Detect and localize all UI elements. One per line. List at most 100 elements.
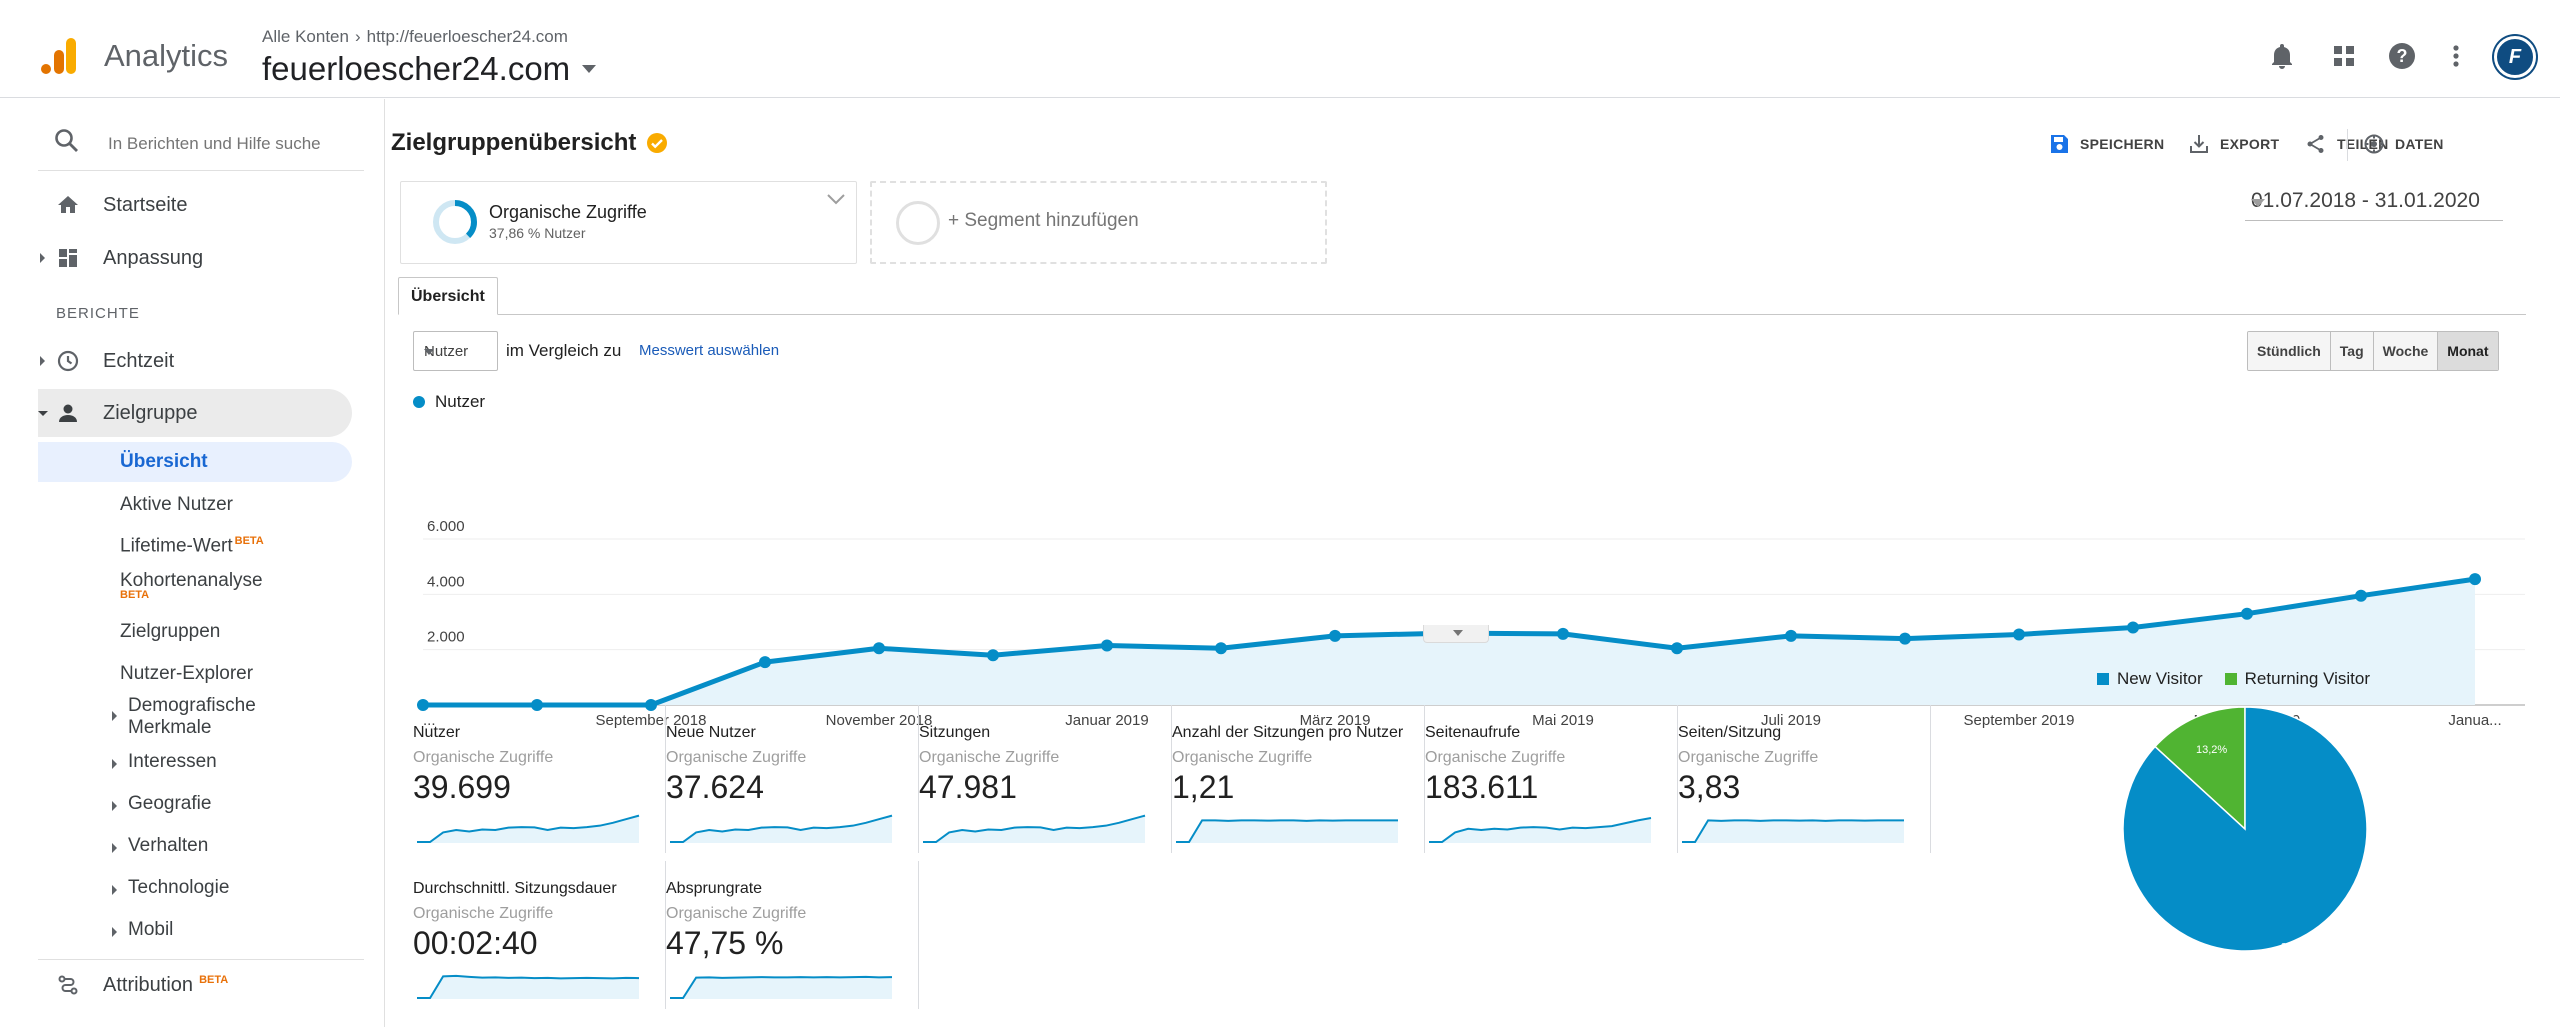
granularity-week-button[interactable]: Woche: [2373, 332, 2439, 370]
chart-legend[interactable]: Nutzer: [413, 392, 485, 412]
data-point[interactable]: [531, 699, 543, 711]
granularity-month-button[interactable]: Monat: [2438, 332, 2498, 370]
data-point[interactable]: [2127, 621, 2139, 634]
breadcrumb[interactable]: Alle Konten › http://feuerloescher24.com: [262, 27, 568, 47]
sidebar-subitem-geo[interactable]: Geografie: [38, 793, 352, 815]
select-metric-link[interactable]: Messwert auswählen: [639, 342, 780, 359]
tab-overview[interactable]: Übersicht: [398, 277, 498, 315]
data-point[interactable]: [1671, 642, 1683, 655]
app-name: Analytics: [104, 38, 229, 73]
sparkline-area: [1176, 820, 1398, 843]
segment-name: Organische Zugriffe: [489, 202, 647, 222]
dashboard-icon: [59, 249, 77, 267]
export-button[interactable]: EXPORT: [2188, 133, 2279, 155]
data-point[interactable]: [2469, 573, 2481, 586]
scorecard[interactable]: Seiten/Sitzung Organische Zugriffe 3,83: [1678, 705, 1931, 853]
granularity-hourly-button[interactable]: Stündlich: [2248, 332, 2331, 370]
insights-button[interactable]: DATEN: [2363, 133, 2444, 155]
scorecard[interactable]: Absprungrate Organische Zugriffe 47,75 %: [666, 861, 919, 1009]
visitor-type-pie-chart[interactable]: 13,2% 86,8%: [2115, 699, 2375, 959]
scorecard-segment: Organische Zugriffe: [1172, 749, 1313, 766]
beta-badge: BETA: [234, 535, 264, 547]
compare-label: im Vergleich zu: [506, 341, 622, 360]
sidebar-subitem-lifetime-value[interactable]: Lifetime-Wert BETA: [38, 535, 352, 557]
scorecard-sparkline: [923, 814, 1146, 843]
sidebar-item-attribution[interactable]: Attribution BETA: [38, 961, 384, 1009]
scorecard-sparkline: [670, 975, 893, 999]
scorecard[interactable]: Nutzer Organische Zugriffe 39.699: [413, 705, 666, 853]
granularity-day-button[interactable]: Tag: [2330, 332, 2374, 370]
scorecard-sparkline: [1682, 819, 1904, 843]
data-point[interactable]: [1899, 632, 1911, 645]
sidebar-subitem-overview[interactable]: Übersicht: [38, 442, 352, 482]
sidebar-subitem-behavior[interactable]: Verhalten: [38, 835, 352, 857]
expand-arrow-icon: [40, 356, 45, 366]
legend-swatch: [413, 396, 425, 408]
sidebar-item-customization[interactable]: Anpassung: [38, 234, 384, 282]
sidebar-item-realtime[interactable]: Echtzeit: [38, 337, 384, 385]
apps-grid-icon[interactable]: [2328, 40, 2360, 72]
sidebar-subitem-interests[interactable]: Interessen: [38, 751, 352, 773]
scorecard[interactable]: Durchschnittl. Sitzungsdauer Organische Z…: [413, 861, 666, 1009]
data-point[interactable]: [1101, 639, 1113, 652]
add-segment-button[interactable]: + Segment hinzufügen: [870, 181, 1327, 264]
breadcrumb-account[interactable]: Alle Konten: [262, 27, 349, 46]
date-range-picker[interactable]: 01.07.2018 - 31.01.2020: [2245, 187, 2503, 221]
sidebar-subitem-active-users[interactable]: Aktive Nutzer: [38, 494, 352, 516]
sidebar-subitem-technology[interactable]: Technologie: [38, 877, 352, 899]
metric-select[interactable]: Nutzer: [413, 331, 498, 371]
data-point[interactable]: [987, 649, 999, 662]
data-point[interactable]: [1785, 629, 1797, 642]
breadcrumb-url[interactable]: http://feuerloescher24.com: [366, 27, 568, 46]
save-button[interactable]: SPEICHERN: [2048, 133, 2164, 155]
scorecard[interactable]: Anzahl der Sitzungen pro Nutzer Organisch…: [1172, 705, 1425, 853]
page-title-text: Zielgruppenübersicht: [391, 129, 637, 156]
scorecard-title: Absprungrate: [666, 880, 763, 897]
sidebar-subitem-cohort-analysis[interactable]: Kohortenanalyse BETA: [38, 570, 352, 608]
property-selector[interactable]: feuerloescher24.com: [262, 50, 597, 88]
scorecard-value: 183.611: [1425, 769, 1539, 805]
sidebar-subitem-label: Kohortenanalyse: [120, 570, 263, 591]
chart-collapse-handle[interactable]: [1423, 625, 1489, 643]
segment-card[interactable]: Organische Zugriffe 37,86 % Nutzer: [400, 181, 857, 264]
chevron-down-icon[interactable]: [826, 192, 846, 206]
pie-legend-item[interactable]: Returning Visitor: [2224, 669, 2370, 689]
data-point[interactable]: [645, 699, 657, 711]
sidebar-item-home[interactable]: Startseite: [38, 181, 384, 229]
pie-slice[interactable]: [2122, 706, 2368, 952]
insights-label: DATEN: [2395, 136, 2444, 152]
sidebar-subitem-user-explorer[interactable]: Nutzer-Explorer: [38, 663, 352, 685]
scorecard[interactable]: Neue Nutzer Organische Zugriffe 37.624: [666, 705, 919, 853]
data-point[interactable]: [2241, 607, 2253, 620]
data-point[interactable]: [2013, 628, 2025, 641]
data-point[interactable]: [1557, 627, 1569, 640]
data-point[interactable]: [1329, 629, 1341, 642]
sidebar-subitem-mobile[interactable]: Mobil: [38, 919, 352, 941]
sidebar-subitem-label: Lifetime-Wert: [120, 535, 233, 557]
data-point[interactable]: [417, 699, 429, 711]
users-line-chart[interactable]: 2.000 4.000 6.000... September 2018 November…: [385, 419, 2541, 739]
data-point[interactable]: [1215, 642, 1227, 655]
sidebar-subitem-label: Übersicht: [120, 451, 208, 472]
help-icon[interactable]: ?: [2386, 40, 2418, 72]
scorecard[interactable]: Seitenaufrufe Organische Zugriffe 183.611: [1425, 705, 1678, 853]
search-input[interactable]: [108, 131, 368, 157]
more-vert-icon[interactable]: [2440, 40, 2472, 72]
scorecard-value: 47.981: [919, 769, 1017, 805]
sidebar-subitem-demographics[interactable]: Demografische Merkmale: [38, 695, 338, 739]
share-button[interactable]: TEILEN: [2305, 133, 2389, 155]
scorecard-title: Neue Nutzer: [666, 724, 756, 741]
sidebar-subitem-audiences[interactable]: Zielgruppen: [38, 621, 352, 643]
pie-legend-item[interactable]: New Visitor: [2097, 669, 2203, 689]
analytics-logo-icon[interactable]: [40, 36, 80, 76]
data-point[interactable]: [873, 642, 885, 655]
scorecard[interactable]: Sitzungen Organische Zugriffe 47.981: [919, 705, 1172, 853]
sidebar-item-audience[interactable]: Zielgruppe: [38, 389, 352, 437]
notifications-bell-icon[interactable]: [2266, 40, 2298, 72]
pie-legend: New Visitor Returning Visitor: [2097, 669, 2370, 689]
pie-slice[interactable]: [2153, 706, 2246, 831]
data-point[interactable]: [2355, 589, 2367, 602]
data-point[interactable]: [759, 656, 771, 669]
account-avatar[interactable]: F: [2494, 36, 2536, 78]
scorecard-title: Anzahl der Sitzungen pro Nutzer: [1172, 724, 1404, 741]
